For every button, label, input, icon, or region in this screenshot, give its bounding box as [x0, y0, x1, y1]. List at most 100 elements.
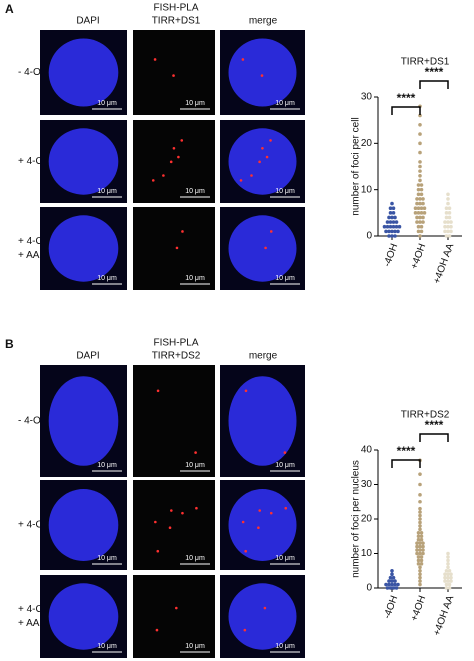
data-point — [419, 229, 424, 234]
data-point — [416, 192, 421, 197]
data-point — [446, 572, 450, 576]
x-tick-label: +4OH — [409, 242, 428, 271]
data-point — [418, 132, 422, 136]
column-title: DAPI — [76, 351, 99, 362]
pla-focus — [181, 230, 184, 233]
data-point — [416, 211, 421, 215]
micrograph — [133, 120, 215, 203]
probe-name: TIRR+DS2 — [152, 351, 201, 362]
significance-label: **** — [397, 444, 416, 458]
data-point — [449, 224, 453, 229]
significance-bracket — [419, 80, 449, 89]
data-point — [421, 220, 425, 224]
data-point — [446, 551, 450, 556]
nucleus — [48, 215, 119, 282]
pla-focus — [241, 520, 245, 524]
data-point — [446, 229, 450, 234]
y-tick-label: 20 — [361, 514, 373, 525]
data-point — [418, 169, 422, 173]
data-point — [415, 551, 419, 556]
data-point — [385, 586, 390, 590]
y-tick-label: 10 — [361, 548, 373, 559]
data-point — [391, 206, 396, 210]
data-point — [446, 201, 450, 206]
row-label: - 4-OH — [18, 416, 48, 427]
data-point — [419, 183, 424, 187]
data-point — [419, 537, 424, 542]
data-point — [418, 544, 422, 549]
data-point — [388, 206, 393, 210]
pla-focus — [244, 389, 248, 393]
data-point — [446, 197, 450, 201]
data-point — [444, 206, 449, 210]
data-point — [418, 520, 422, 525]
scale-bar-label: 10 μm — [275, 555, 295, 562]
data-point — [416, 187, 421, 192]
pla-focus — [169, 160, 173, 164]
data-point — [382, 224, 387, 229]
data-point — [416, 224, 421, 229]
data-point — [384, 582, 388, 587]
pla-focus — [180, 139, 184, 142]
data-point — [418, 572, 422, 576]
chart-title: TIRR+DS2 — [401, 410, 450, 421]
data-point — [387, 215, 391, 220]
scale-bar-label: 10 μm — [97, 188, 117, 195]
data-point — [418, 197, 422, 201]
pla-focus — [177, 155, 180, 159]
x-tick-label: +4OH AA — [432, 594, 457, 638]
data-point — [446, 220, 450, 224]
data-point — [449, 575, 453, 580]
data-point — [390, 229, 394, 234]
y-tick-label: 0 — [366, 583, 372, 594]
micrograph — [133, 207, 215, 290]
data-point — [418, 517, 422, 521]
pla-focus — [263, 606, 267, 610]
data-point — [418, 123, 422, 127]
data-point — [421, 541, 425, 545]
pla-focus — [241, 58, 245, 61]
data-point — [446, 224, 450, 229]
data-point — [390, 568, 394, 573]
data-point — [385, 220, 390, 224]
data-point — [419, 534, 424, 539]
row-label: + 4-OH — [18, 520, 51, 531]
data-point — [416, 206, 421, 210]
data-point — [416, 555, 421, 559]
pla-focus — [269, 511, 273, 515]
data-point — [390, 579, 394, 583]
data-point — [415, 548, 419, 552]
significance-label: **** — [397, 91, 416, 105]
data-point — [415, 220, 419, 224]
pla-focus — [265, 155, 269, 159]
data-point — [388, 586, 393, 590]
data-point — [418, 482, 422, 487]
nucleus — [228, 38, 297, 107]
pla-focus — [195, 506, 198, 510]
data-point — [387, 229, 391, 234]
pla-focus — [175, 246, 179, 250]
data-point — [418, 234, 422, 238]
data-point — [391, 586, 396, 590]
data-point — [447, 215, 452, 220]
x-tick-label: -4OH — [382, 242, 401, 268]
scale-bar-label: 10 μm — [275, 100, 295, 107]
pla-focus — [162, 174, 165, 177]
data-point — [391, 211, 396, 215]
data-point — [444, 215, 449, 220]
row-label: + 4-OH — [18, 236, 51, 247]
pla-focus — [154, 520, 157, 524]
data-point — [418, 164, 422, 169]
scale-bar-label: 10 μm — [97, 462, 117, 469]
data-point — [447, 234, 452, 238]
scale-bar-label: 10 μm — [97, 275, 117, 282]
data-point — [419, 558, 424, 563]
data-point — [421, 197, 425, 201]
data-point — [391, 224, 396, 229]
data-point — [418, 201, 422, 206]
data-point — [418, 524, 422, 528]
row-label: + 4-OH — [18, 156, 51, 167]
data-point — [388, 575, 393, 580]
significance-label: **** — [425, 418, 444, 432]
